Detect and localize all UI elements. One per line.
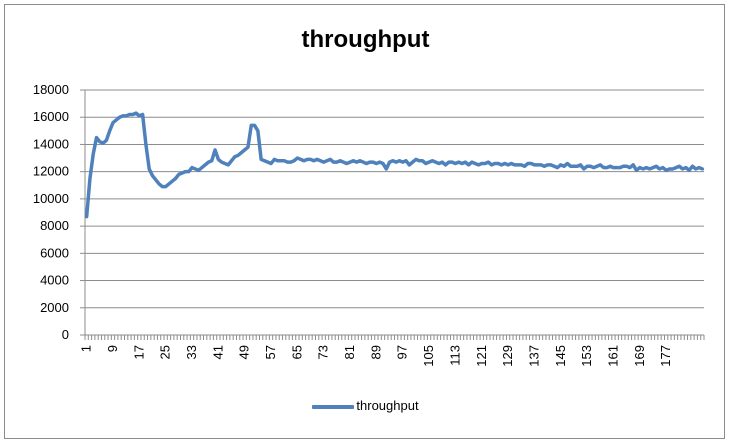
y-tick-label: 10000 bbox=[33, 191, 69, 206]
x-tick-label: 137 bbox=[526, 345, 541, 367]
series-line-throughput bbox=[84, 111, 705, 219]
x-tick-label: 9 bbox=[105, 345, 120, 352]
x-tick-label: 65 bbox=[289, 345, 304, 359]
x-tick-label: 89 bbox=[368, 345, 383, 359]
y-tick-label: 6000 bbox=[40, 245, 69, 260]
chart-title: throughput bbox=[301, 26, 430, 53]
x-tick-label: 17 bbox=[131, 345, 146, 359]
x-tick-label: 169 bbox=[632, 345, 647, 367]
y-tick-label: 18000 bbox=[33, 82, 69, 97]
x-tick-label: 121 bbox=[474, 345, 489, 367]
legend-swatch bbox=[312, 404, 355, 409]
x-tick-label: 81 bbox=[342, 345, 357, 359]
x-tick-label: 129 bbox=[500, 345, 515, 367]
y-tick-label: 12000 bbox=[33, 164, 69, 179]
y-tick-label: 2000 bbox=[40, 300, 69, 315]
chart-frame bbox=[4, 4, 725, 439]
chart-legend: throughput bbox=[0, 398, 731, 413]
x-tick-label: 1 bbox=[79, 345, 94, 352]
x-tick-label: 177 bbox=[658, 345, 673, 367]
x-tick-label: 113 bbox=[447, 345, 462, 366]
y-tick-label: 8000 bbox=[40, 218, 69, 233]
y-tick-label: 0 bbox=[62, 327, 69, 342]
x-tick-label: 25 bbox=[158, 345, 173, 359]
x-tick-label: 41 bbox=[210, 345, 225, 359]
x-tick-label: 97 bbox=[395, 345, 410, 359]
x-tick-label: 145 bbox=[553, 345, 568, 367]
y-tick-label: 14000 bbox=[33, 136, 69, 151]
legend-label: throughput bbox=[356, 398, 419, 413]
y-tick-label: 4000 bbox=[40, 273, 69, 288]
x-tick-label: 153 bbox=[579, 345, 594, 367]
x-tick-label: 105 bbox=[421, 345, 436, 367]
x-tick-label: 49 bbox=[237, 345, 252, 359]
y-tick-label: 16000 bbox=[33, 109, 69, 124]
x-tick-label: 161 bbox=[605, 345, 620, 367]
x-tick-label: 73 bbox=[316, 345, 331, 359]
x-tick-label: 57 bbox=[263, 345, 278, 359]
x-tick-label: 33 bbox=[184, 345, 199, 359]
